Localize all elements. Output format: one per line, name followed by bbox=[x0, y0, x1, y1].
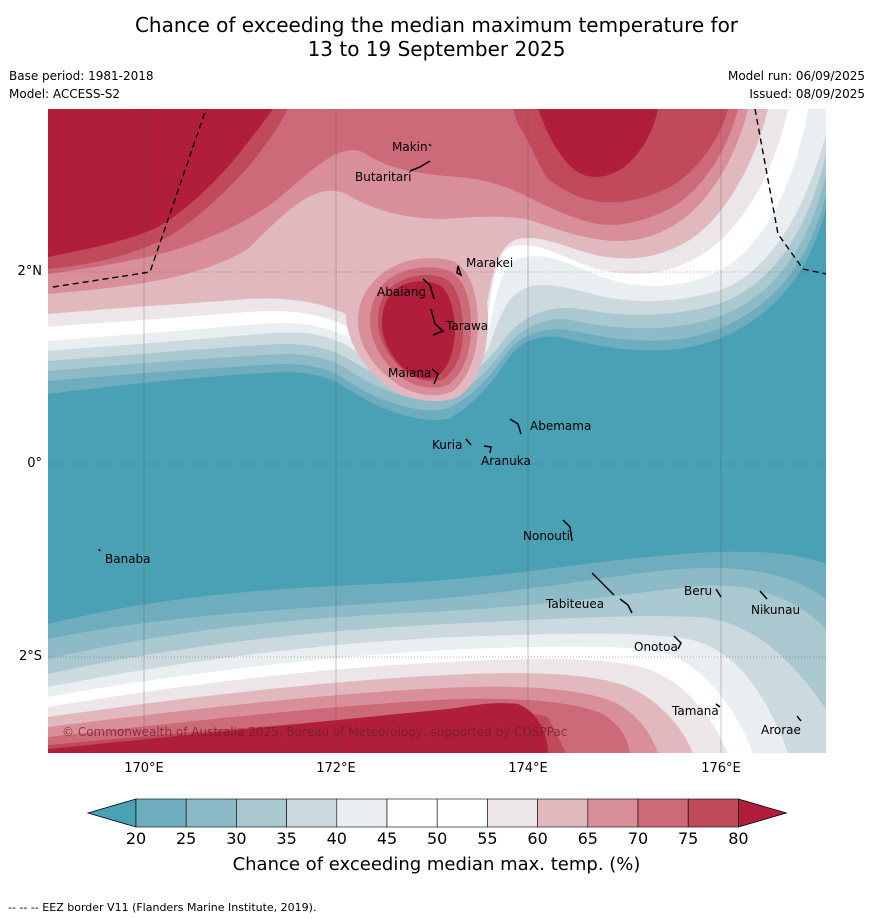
colorbar-segment bbox=[637, 798, 689, 828]
island-tarawa bbox=[430, 308, 445, 336]
colorbar-extend-high bbox=[738, 798, 788, 828]
label-tarawa: Tarawa bbox=[446, 319, 489, 333]
colorbar-segment bbox=[487, 798, 538, 828]
colorbar-tick: 60 bbox=[527, 829, 548, 848]
island-onotoa bbox=[673, 635, 682, 650]
y-tick-0: 0° bbox=[27, 456, 42, 471]
colorbar-segment bbox=[135, 798, 187, 828]
colorbar-tick: 35 bbox=[276, 829, 297, 848]
label-aranuka: Aranuka bbox=[481, 454, 531, 468]
colorbar-title: Chance of exceeding median max. temp. (%… bbox=[232, 854, 641, 875]
colorbar-segment bbox=[286, 798, 338, 828]
y-tick-2s: 2°S bbox=[18, 649, 42, 664]
copyright-notice: © Commonwealth of Australia 2025, Bureau… bbox=[62, 725, 568, 739]
islands bbox=[98, 143, 802, 722]
colorbar-tick: 20 bbox=[125, 829, 147, 848]
y-tick-2n: 2°N bbox=[17, 264, 43, 279]
issued-label: Issued: 08/09/2025 bbox=[749, 87, 865, 101]
island-tamana bbox=[715, 703, 721, 708]
title-line-1: Chance of exceeding the median maximum t… bbox=[134, 13, 739, 37]
probability-map bbox=[48, 109, 826, 753]
island-arorae bbox=[796, 715, 802, 722]
colorbar-tick: 65 bbox=[577, 829, 598, 848]
island-marakei bbox=[456, 265, 463, 277]
colorbar-segment bbox=[236, 798, 287, 828]
colorbar-segment bbox=[587, 798, 639, 828]
island-nonouti bbox=[562, 519, 573, 542]
colorbar-extend-low bbox=[86, 798, 137, 828]
island-butaritari bbox=[409, 160, 431, 172]
label-kuria: Kuria bbox=[432, 438, 463, 452]
island-tabiteuea-north bbox=[591, 572, 615, 596]
latitude-gridlines bbox=[48, 271, 826, 658]
model-label: Model: ACCESS-S2 bbox=[9, 87, 121, 101]
colorbar-tick: 40 bbox=[326, 829, 347, 848]
title-line-2: 13 to 19 September 2025 bbox=[307, 37, 566, 61]
island-nikunau bbox=[759, 590, 768, 600]
contour-85-north-west bbox=[48, 109, 273, 257]
base-period-label: Base period: 1981-2018 bbox=[9, 69, 154, 83]
contour-85-north-east bbox=[538, 109, 658, 177]
island-makin bbox=[428, 143, 432, 147]
colorbar-segment bbox=[537, 798, 589, 828]
label-abaiang: Abaiang bbox=[377, 285, 427, 299]
colorbar-segment bbox=[336, 798, 388, 828]
colorbar bbox=[86, 798, 788, 828]
colorbar-segment bbox=[436, 798, 488, 828]
colorbar-segments bbox=[86, 798, 788, 828]
label-tabiteuea: Tabiteuea bbox=[546, 597, 605, 611]
colorbar-tick: 50 bbox=[427, 829, 448, 848]
label-marakei: Marakei bbox=[466, 256, 514, 270]
island-kuria bbox=[465, 438, 472, 446]
gridlines bbox=[143, 109, 722, 753]
eez-border-east bbox=[754, 109, 826, 275]
island-tabiteuea-south bbox=[619, 598, 633, 614]
label-nonouti: Nonouti bbox=[523, 529, 570, 543]
colorbar-tick: 75 bbox=[678, 829, 699, 848]
label-arorae: Arorae bbox=[761, 723, 801, 737]
colorbar-tick: 80 bbox=[728, 829, 749, 848]
label-beru: Beru bbox=[684, 584, 713, 598]
label-maiana: Maiana bbox=[388, 366, 432, 380]
label-banaba: Banaba bbox=[105, 552, 151, 566]
colorbar-tick: 25 bbox=[176, 829, 197, 848]
x-tick-174e: 174°E bbox=[508, 761, 548, 776]
contour-85-south bbox=[48, 703, 548, 753]
colorbar-tick: 55 bbox=[477, 829, 498, 848]
colorbar-segment bbox=[386, 798, 438, 828]
label-abemama: Abemama bbox=[530, 419, 592, 433]
x-tick-170e: 170°E bbox=[124, 761, 164, 776]
colorbar-segment bbox=[185, 798, 237, 828]
footer-eez-note: -- -- -- EEZ border V11 (Flanders Marine… bbox=[8, 901, 317, 914]
colorbar-tick: 70 bbox=[627, 829, 649, 848]
island-beru bbox=[715, 588, 722, 598]
label-tamana: Tamana bbox=[672, 704, 719, 718]
blob-85 bbox=[382, 281, 455, 379]
island-abaiang bbox=[422, 278, 435, 300]
label-makin: Makin bbox=[392, 140, 428, 154]
eez-border-west bbox=[52, 109, 207, 288]
island-aranuka bbox=[483, 445, 492, 454]
label-nikunau: Nikunau bbox=[751, 603, 801, 617]
island-banaba bbox=[98, 548, 101, 552]
colorbar-segment bbox=[687, 798, 739, 828]
island-abemama bbox=[509, 418, 522, 435]
label-onotoa: Onotoa bbox=[634, 640, 678, 654]
island-maiana bbox=[431, 368, 439, 385]
label-butaritari: Butaritari bbox=[355, 170, 412, 184]
x-tick-176e: 176°E bbox=[701, 761, 741, 776]
colorbar-tick: 30 bbox=[226, 829, 247, 848]
model-run-label: Model run: 06/09/2025 bbox=[727, 69, 865, 83]
x-tick-172e: 172°E bbox=[316, 761, 356, 776]
colorbar-tick: 45 bbox=[376, 829, 398, 848]
